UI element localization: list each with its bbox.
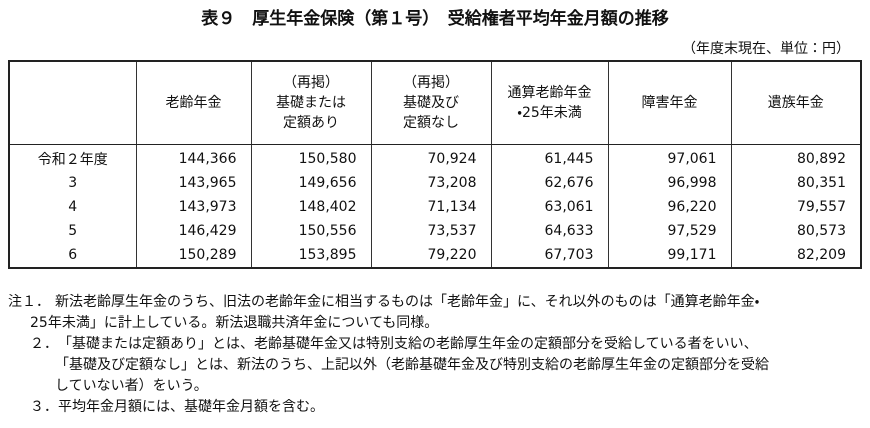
table-cell: 80,351: [730, 171, 861, 195]
header-line: （再掲）: [283, 75, 339, 91]
header-cell: 障害年金: [607, 61, 731, 145]
table-cell: 63,061: [490, 195, 608, 219]
header-row: 老齢年金 （再掲） 基礎または定額あり （再掲） 基礎及び定額なし 通算老齢年金 ・25年未…: [8, 61, 861, 145]
note-marker: ２．: [30, 336, 58, 352]
table-cell: 148,402: [250, 195, 371, 219]
table-cell: 150,580: [250, 144, 371, 171]
header-line: 障害年金: [641, 95, 698, 111]
header-line: 基礎及び: [403, 95, 459, 111]
row-label: 3: [8, 171, 136, 195]
table-cell: 149,656: [250, 171, 371, 195]
table-cell: 73,208: [370, 171, 491, 195]
header-cell: （再掲） 基礎及び定額なし: [370, 61, 491, 145]
note-text: していない者）をいう。: [55, 378, 208, 394]
header-cell: 遺族年金: [730, 61, 861, 145]
notes: 注１． 新法老齢厚生年金のうち、旧法の老齢年金に相当するものは「老齢年金」に、それ…: [8, 292, 769, 418]
note-text: 「基礎及び定額なし」とは、新法のうち、上記以外（老齢基礎年金及び特別支給の老齢厚…: [55, 357, 769, 373]
table-cell: 71,134: [370, 195, 491, 219]
table-cell: 144,366: [135, 144, 251, 171]
table-cell: 64,633: [490, 219, 608, 243]
table-cell: 67,703: [490, 243, 608, 268]
note-marker: 注１．: [8, 294, 50, 310]
header-line: ・25年未満: [517, 105, 582, 121]
table-cell: 79,557: [730, 195, 861, 219]
table-cell: 143,965: [135, 171, 251, 195]
table-cell: 96,220: [607, 195, 731, 219]
table-row: 3 143,965 149,656 73,208 62,676 96,998 80,351: [8, 171, 861, 195]
corner-cell: [8, 61, 136, 145]
table-cell: 96,998: [607, 171, 731, 195]
header-line: （再掲）: [403, 75, 459, 91]
header-line: 通算老齢年金: [507, 85, 592, 101]
unit-note: （年度末現在、単位：円）: [682, 41, 850, 57]
table-cell: 80,892: [730, 144, 861, 171]
header-line: 定額なし: [403, 115, 459, 131]
table: 老齢年金 （再掲） 基礎または定額あり （再掲） 基礎及び定額なし 通算老齢年金 ・25年未…: [8, 60, 862, 269]
note-line: 「基礎及び定額なし」とは、新法のうち、上記以外（老齢基礎年金及び特別支給の老齢厚…: [55, 355, 769, 376]
table-cell: 150,289: [135, 243, 251, 268]
table-row: 5 146,429 150,556 73,537 64,633 97,529 80,573: [8, 219, 861, 243]
header-cell: 老齢年金: [135, 61, 251, 145]
table-cell: 153,895: [250, 243, 371, 268]
table-cell: 80,573: [730, 219, 861, 243]
note-line: ３．平均年金月額には、基礎年金月額を含む。: [30, 397, 769, 418]
header-line: 老齢年金: [165, 95, 222, 111]
table-row: 4 143,973 148,402 71,134 63,061 96,220 79,557: [8, 195, 861, 219]
row-label: 令和２年度: [8, 144, 136, 171]
note-line: していない者）をいう。: [55, 376, 769, 397]
note-line: ２．「基礎または定額あり」とは、老齢基礎年金又は特別支給の老齢厚生年金の定額部分…: [30, 334, 769, 355]
note-text: 平均年金月額には、基礎年金月額を含む。: [58, 399, 324, 415]
table-cell: 73,537: [370, 219, 491, 243]
table-cell: 70,924: [370, 144, 491, 171]
table-cell: 146,429: [135, 219, 251, 243]
header-line: 遺族年金: [767, 95, 824, 111]
title: 表９ 厚生年金保険（第１号） 受給権者平均年金月額の推移: [201, 9, 669, 29]
note-marker: ３．: [30, 399, 58, 415]
note-text: 新法老齢厚生年金のうち、旧法の老齢年金に相当するものは「老齢年金」に、それ以外の…: [55, 294, 760, 310]
row-label: 4: [8, 195, 136, 219]
table-cell: 61,445: [490, 144, 608, 171]
note-line: 注１． 新法老齢厚生年金のうち、旧法の老齢年金に相当するものは「老齢年金」に、それ…: [8, 292, 769, 313]
table-cell: 99,171: [607, 243, 731, 268]
note-line: 25年未満」に計上している。新法退職共済年金についても同様。: [30, 313, 769, 334]
note-text: 「基礎または定額あり」とは、老齢基礎年金又は特別支給の老齢厚生年金の定額部分を受…: [58, 336, 758, 352]
table-cell: 82,209: [730, 243, 861, 268]
table-cell: 150,556: [250, 219, 371, 243]
table-cell: 62,676: [490, 171, 608, 195]
row-label: 6: [8, 243, 136, 268]
header-cell: 通算老齢年金 ・25年未満: [490, 61, 608, 145]
header-cell: （再掲） 基礎または定額あり: [250, 61, 371, 145]
table-cell: 97,061: [607, 144, 731, 171]
table-cell: 79,220: [370, 243, 491, 268]
table-row: 6 150,289 153,895 79,220 67,703 99,171 82,209: [8, 243, 861, 268]
row-label: 5: [8, 219, 136, 243]
table-row: 令和２年度 144,366 150,580 70,924 61,445 97,061 80,…: [8, 144, 861, 171]
header-line: 定額あり: [283, 115, 339, 131]
note-text: 25年未満」に計上している。新法退職共済年金についても同様。: [30, 315, 439, 331]
header-line: 基礎または: [276, 95, 346, 111]
table-cell: 143,973: [135, 195, 251, 219]
table-cell: 97,529: [607, 219, 731, 243]
